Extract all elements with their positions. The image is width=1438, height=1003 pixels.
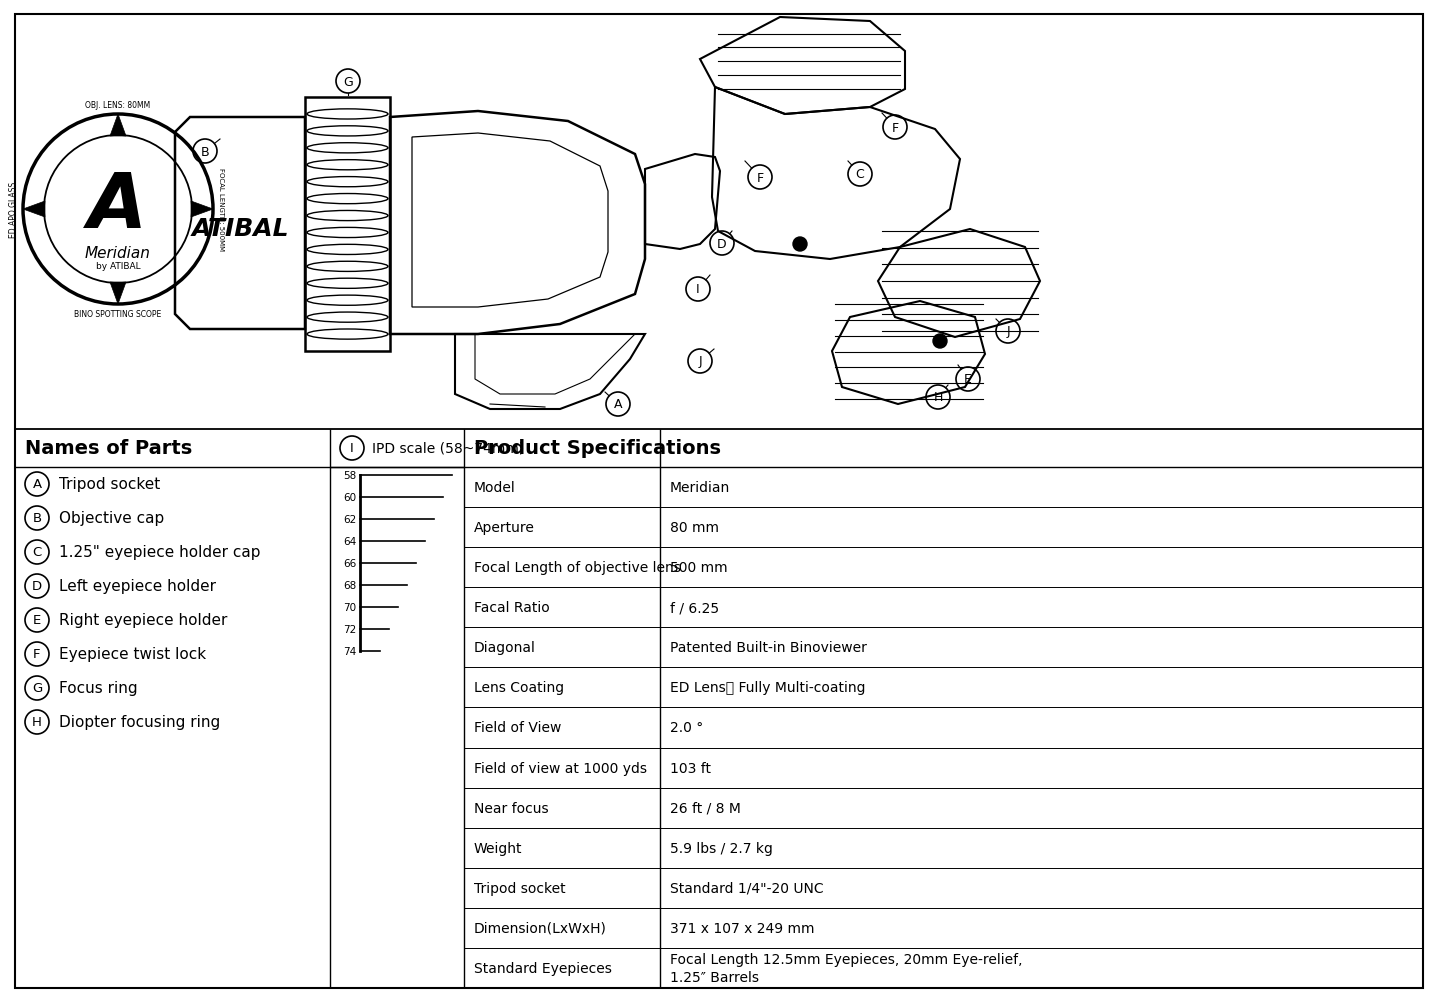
Text: Standard Eyepieces: Standard Eyepieces bbox=[475, 961, 613, 975]
Text: ED APO GLASS: ED APO GLASS bbox=[9, 182, 19, 238]
Text: 2.0 °: 2.0 ° bbox=[670, 721, 703, 735]
Text: 66: 66 bbox=[342, 559, 357, 569]
Text: Right eyepiece holder: Right eyepiece holder bbox=[59, 613, 227, 628]
Text: I: I bbox=[349, 442, 354, 455]
Text: Aperture: Aperture bbox=[475, 521, 535, 535]
Text: Field of View: Field of View bbox=[475, 721, 561, 735]
Text: Patented Built-in Binoviewer: Patented Built-in Binoviewer bbox=[670, 641, 867, 655]
Text: D: D bbox=[32, 580, 42, 593]
Text: Tripod socket: Tripod socket bbox=[475, 881, 565, 895]
Text: 5.9 lbs / 2.7 kg: 5.9 lbs / 2.7 kg bbox=[670, 841, 772, 855]
Text: C: C bbox=[856, 169, 864, 182]
Text: Lens Coating: Lens Coating bbox=[475, 681, 564, 695]
Text: Diopter focusing ring: Diopter focusing ring bbox=[59, 715, 220, 730]
Text: A: A bbox=[89, 170, 148, 244]
Text: ATIBAL: ATIBAL bbox=[191, 217, 289, 241]
Text: Product Specifications: Product Specifications bbox=[475, 439, 720, 458]
Text: B: B bbox=[201, 145, 210, 158]
Text: FOCAL LENGTH: 500MM: FOCAL LENGTH: 500MM bbox=[219, 169, 224, 252]
Text: OBJ. LENS: 80MM: OBJ. LENS: 80MM bbox=[85, 101, 151, 110]
Text: 58: 58 bbox=[342, 470, 357, 480]
Text: 62: 62 bbox=[342, 515, 357, 525]
Text: Eyepiece twist lock: Eyepiece twist lock bbox=[59, 647, 206, 662]
Circle shape bbox=[933, 335, 948, 349]
Text: 103 ft: 103 ft bbox=[670, 761, 710, 774]
Text: 26 ft / 8 M: 26 ft / 8 M bbox=[670, 800, 741, 814]
Text: Focal Length 12.5mm Eyepieces, 20mm Eye-relief,
1.25″ Barrels: Focal Length 12.5mm Eyepieces, 20mm Eye-… bbox=[670, 952, 1022, 984]
Text: BINO SPOTTING SCOPE: BINO SPOTTING SCOPE bbox=[75, 310, 161, 319]
Text: Weight: Weight bbox=[475, 841, 522, 855]
Polygon shape bbox=[191, 202, 213, 218]
Text: Names of Parts: Names of Parts bbox=[24, 439, 193, 458]
Text: A: A bbox=[614, 398, 623, 411]
Text: 80 mm: 80 mm bbox=[670, 521, 719, 535]
Text: H: H bbox=[933, 391, 943, 404]
Text: H: H bbox=[32, 716, 42, 729]
Text: Near focus: Near focus bbox=[475, 800, 549, 814]
Polygon shape bbox=[23, 202, 45, 218]
Text: Meridian: Meridian bbox=[85, 247, 151, 261]
Text: Field of view at 1000 yds: Field of view at 1000 yds bbox=[475, 761, 647, 774]
Text: 72: 72 bbox=[342, 625, 357, 634]
Text: Objective cap: Objective cap bbox=[59, 511, 164, 526]
Text: 1.25" eyepiece holder cap: 1.25" eyepiece holder cap bbox=[59, 545, 260, 560]
Text: G: G bbox=[344, 75, 352, 88]
Text: C: C bbox=[33, 546, 42, 559]
Text: J: J bbox=[699, 355, 702, 368]
Text: F: F bbox=[756, 172, 764, 185]
Text: G: G bbox=[32, 682, 42, 695]
Text: 70: 70 bbox=[342, 603, 357, 613]
Text: Tripod socket: Tripod socket bbox=[59, 477, 160, 492]
Polygon shape bbox=[109, 283, 127, 305]
Text: 64: 64 bbox=[342, 537, 357, 547]
Text: f / 6.25: f / 6.25 bbox=[670, 601, 719, 615]
Text: E: E bbox=[33, 614, 42, 627]
Text: Diagonal: Diagonal bbox=[475, 641, 536, 655]
Text: B: B bbox=[33, 512, 42, 525]
Text: 74: 74 bbox=[342, 646, 357, 656]
Text: by ATIBAL: by ATIBAL bbox=[96, 262, 141, 271]
Text: E: E bbox=[963, 373, 972, 386]
Text: J: J bbox=[1007, 325, 1009, 338]
Text: A: A bbox=[33, 478, 42, 491]
Text: D: D bbox=[718, 238, 726, 251]
Text: Model: Model bbox=[475, 480, 516, 494]
Text: Dimension(LxWxH): Dimension(LxWxH) bbox=[475, 921, 607, 935]
Text: F: F bbox=[33, 648, 40, 661]
Text: Left eyepiece holder: Left eyepiece holder bbox=[59, 579, 216, 594]
Text: Focal Length of objective lens: Focal Length of objective lens bbox=[475, 561, 680, 575]
Text: 68: 68 bbox=[342, 581, 357, 591]
Text: Focus ring: Focus ring bbox=[59, 681, 138, 696]
Polygon shape bbox=[109, 115, 127, 136]
Text: Facal Ratio: Facal Ratio bbox=[475, 601, 549, 615]
Text: ED Lens， Fully Multi-coating: ED Lens， Fully Multi-coating bbox=[670, 681, 866, 695]
Text: I: I bbox=[696, 283, 700, 296]
Circle shape bbox=[792, 238, 807, 252]
Text: IPD scale (58~74mm): IPD scale (58~74mm) bbox=[372, 441, 525, 455]
Text: 500 mm: 500 mm bbox=[670, 561, 728, 575]
Text: F: F bbox=[892, 121, 899, 134]
Text: Meridian: Meridian bbox=[670, 480, 731, 494]
Text: 371 x 107 x 249 mm: 371 x 107 x 249 mm bbox=[670, 921, 814, 935]
Text: Standard 1/4"-20 UNC: Standard 1/4"-20 UNC bbox=[670, 881, 824, 895]
Text: 60: 60 bbox=[342, 492, 357, 503]
